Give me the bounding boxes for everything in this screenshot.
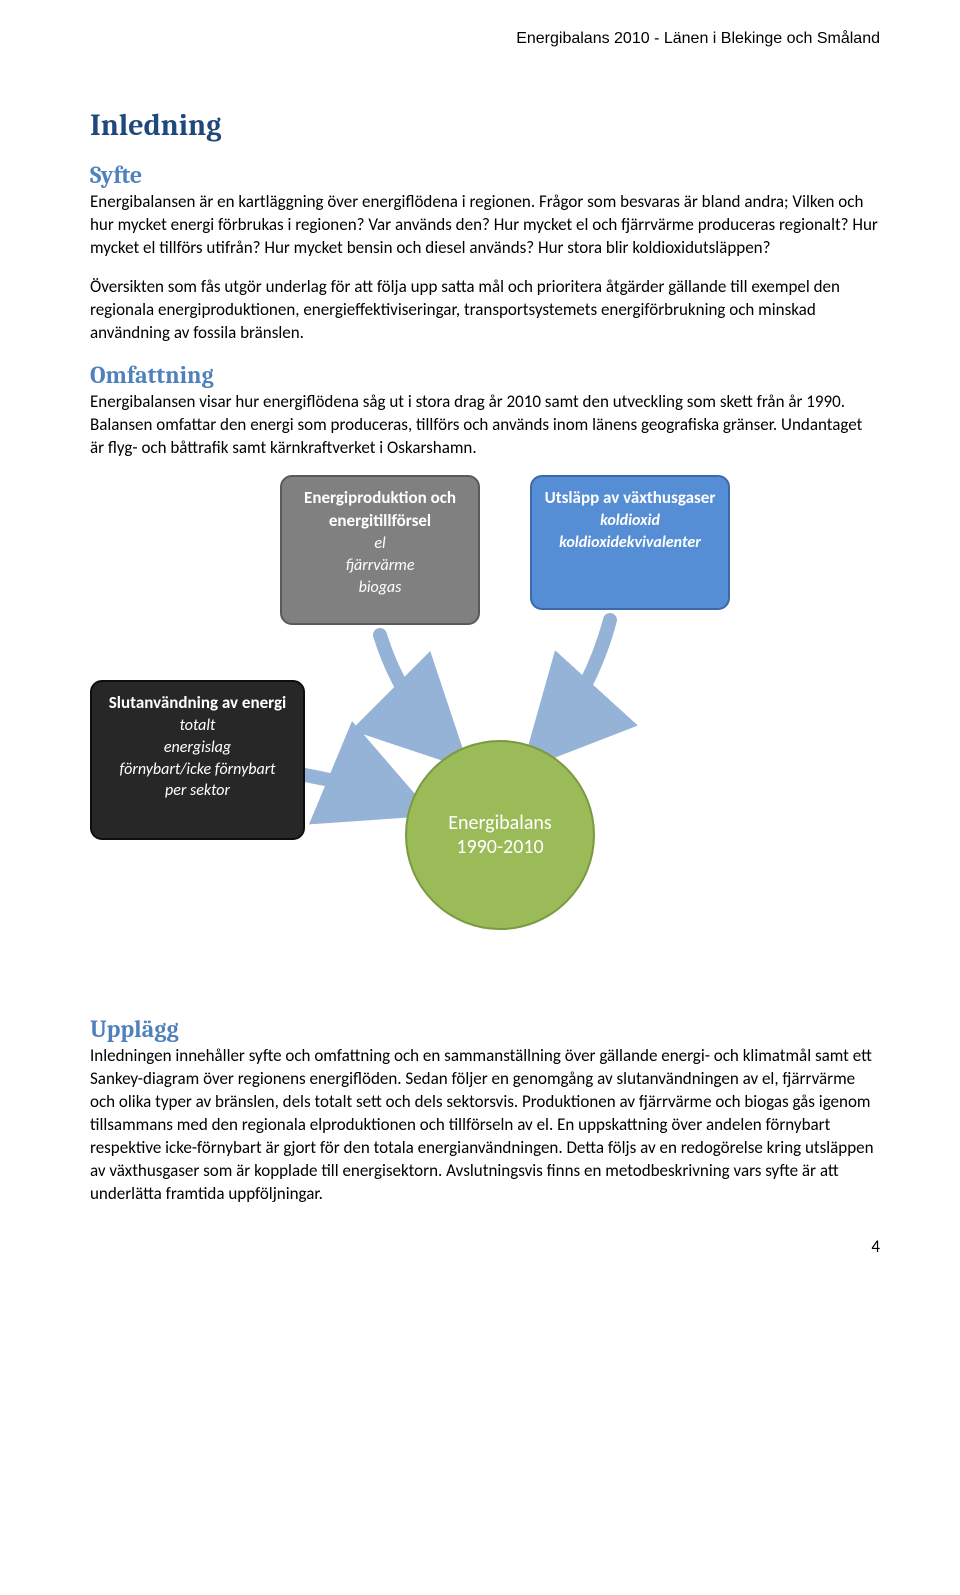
node-energibalans-circle: Energibalans 1990-2010 [405, 740, 595, 930]
energibalans-diagram: Energiproduktion och energitillförsel el… [90, 475, 870, 955]
h2-omfattning: Omfattning [90, 361, 880, 389]
node-utslapp-title: Utsläpp av växthusgaser [544, 487, 716, 510]
node-slutanvandning-l2: energislag [104, 737, 291, 759]
page-number: 4 [90, 1236, 880, 1257]
omfattning-p1: Energibalansen visar hur energiflödena s… [90, 391, 880, 460]
node-utslapp: Utsläpp av växthusgaser koldioxid koldio… [530, 475, 730, 610]
circle-sub: 1990-2010 [456, 835, 543, 859]
node-utslapp-l2: koldioxidekvivalenter [544, 532, 716, 554]
node-utslapp-l1: koldioxid [544, 510, 716, 532]
circle-title: Energibalans [448, 811, 552, 835]
h2-syfte: Syfte [90, 161, 880, 189]
h1-inledning: Inledning [90, 108, 880, 143]
node-energiproduktion-l1: el [294, 533, 466, 555]
syfte-p1: Energibalansen är en kartläggning över e… [90, 191, 880, 260]
node-slutanvandning: Slutanvändning av energi totalt energisl… [90, 680, 305, 840]
node-energiproduktion: Energiproduktion och energitillförsel el… [280, 475, 480, 625]
node-slutanvandning-title: Slutanvändning av energi [104, 692, 291, 715]
node-slutanvandning-l4: per sektor [104, 780, 291, 802]
syfte-p2: Översikten som fås utgör underlag för at… [90, 276, 880, 345]
node-slutanvandning-l1: totalt [104, 715, 291, 737]
node-slutanvandning-l3: förnybart/icke förnybart [104, 759, 291, 781]
page-header: Energibalans 2010 - Länen i Blekinge och… [90, 30, 880, 48]
node-energiproduktion-title: Energiproduktion och energitillförsel [294, 487, 466, 533]
h2-upplagg: Upplägg [90, 1015, 880, 1043]
node-energiproduktion-l3: biogas [294, 577, 466, 599]
upplagg-p1: Inledningen innehåller syfte och omfattn… [90, 1045, 880, 1206]
node-energiproduktion-l2: fjärrvärme [294, 555, 466, 577]
